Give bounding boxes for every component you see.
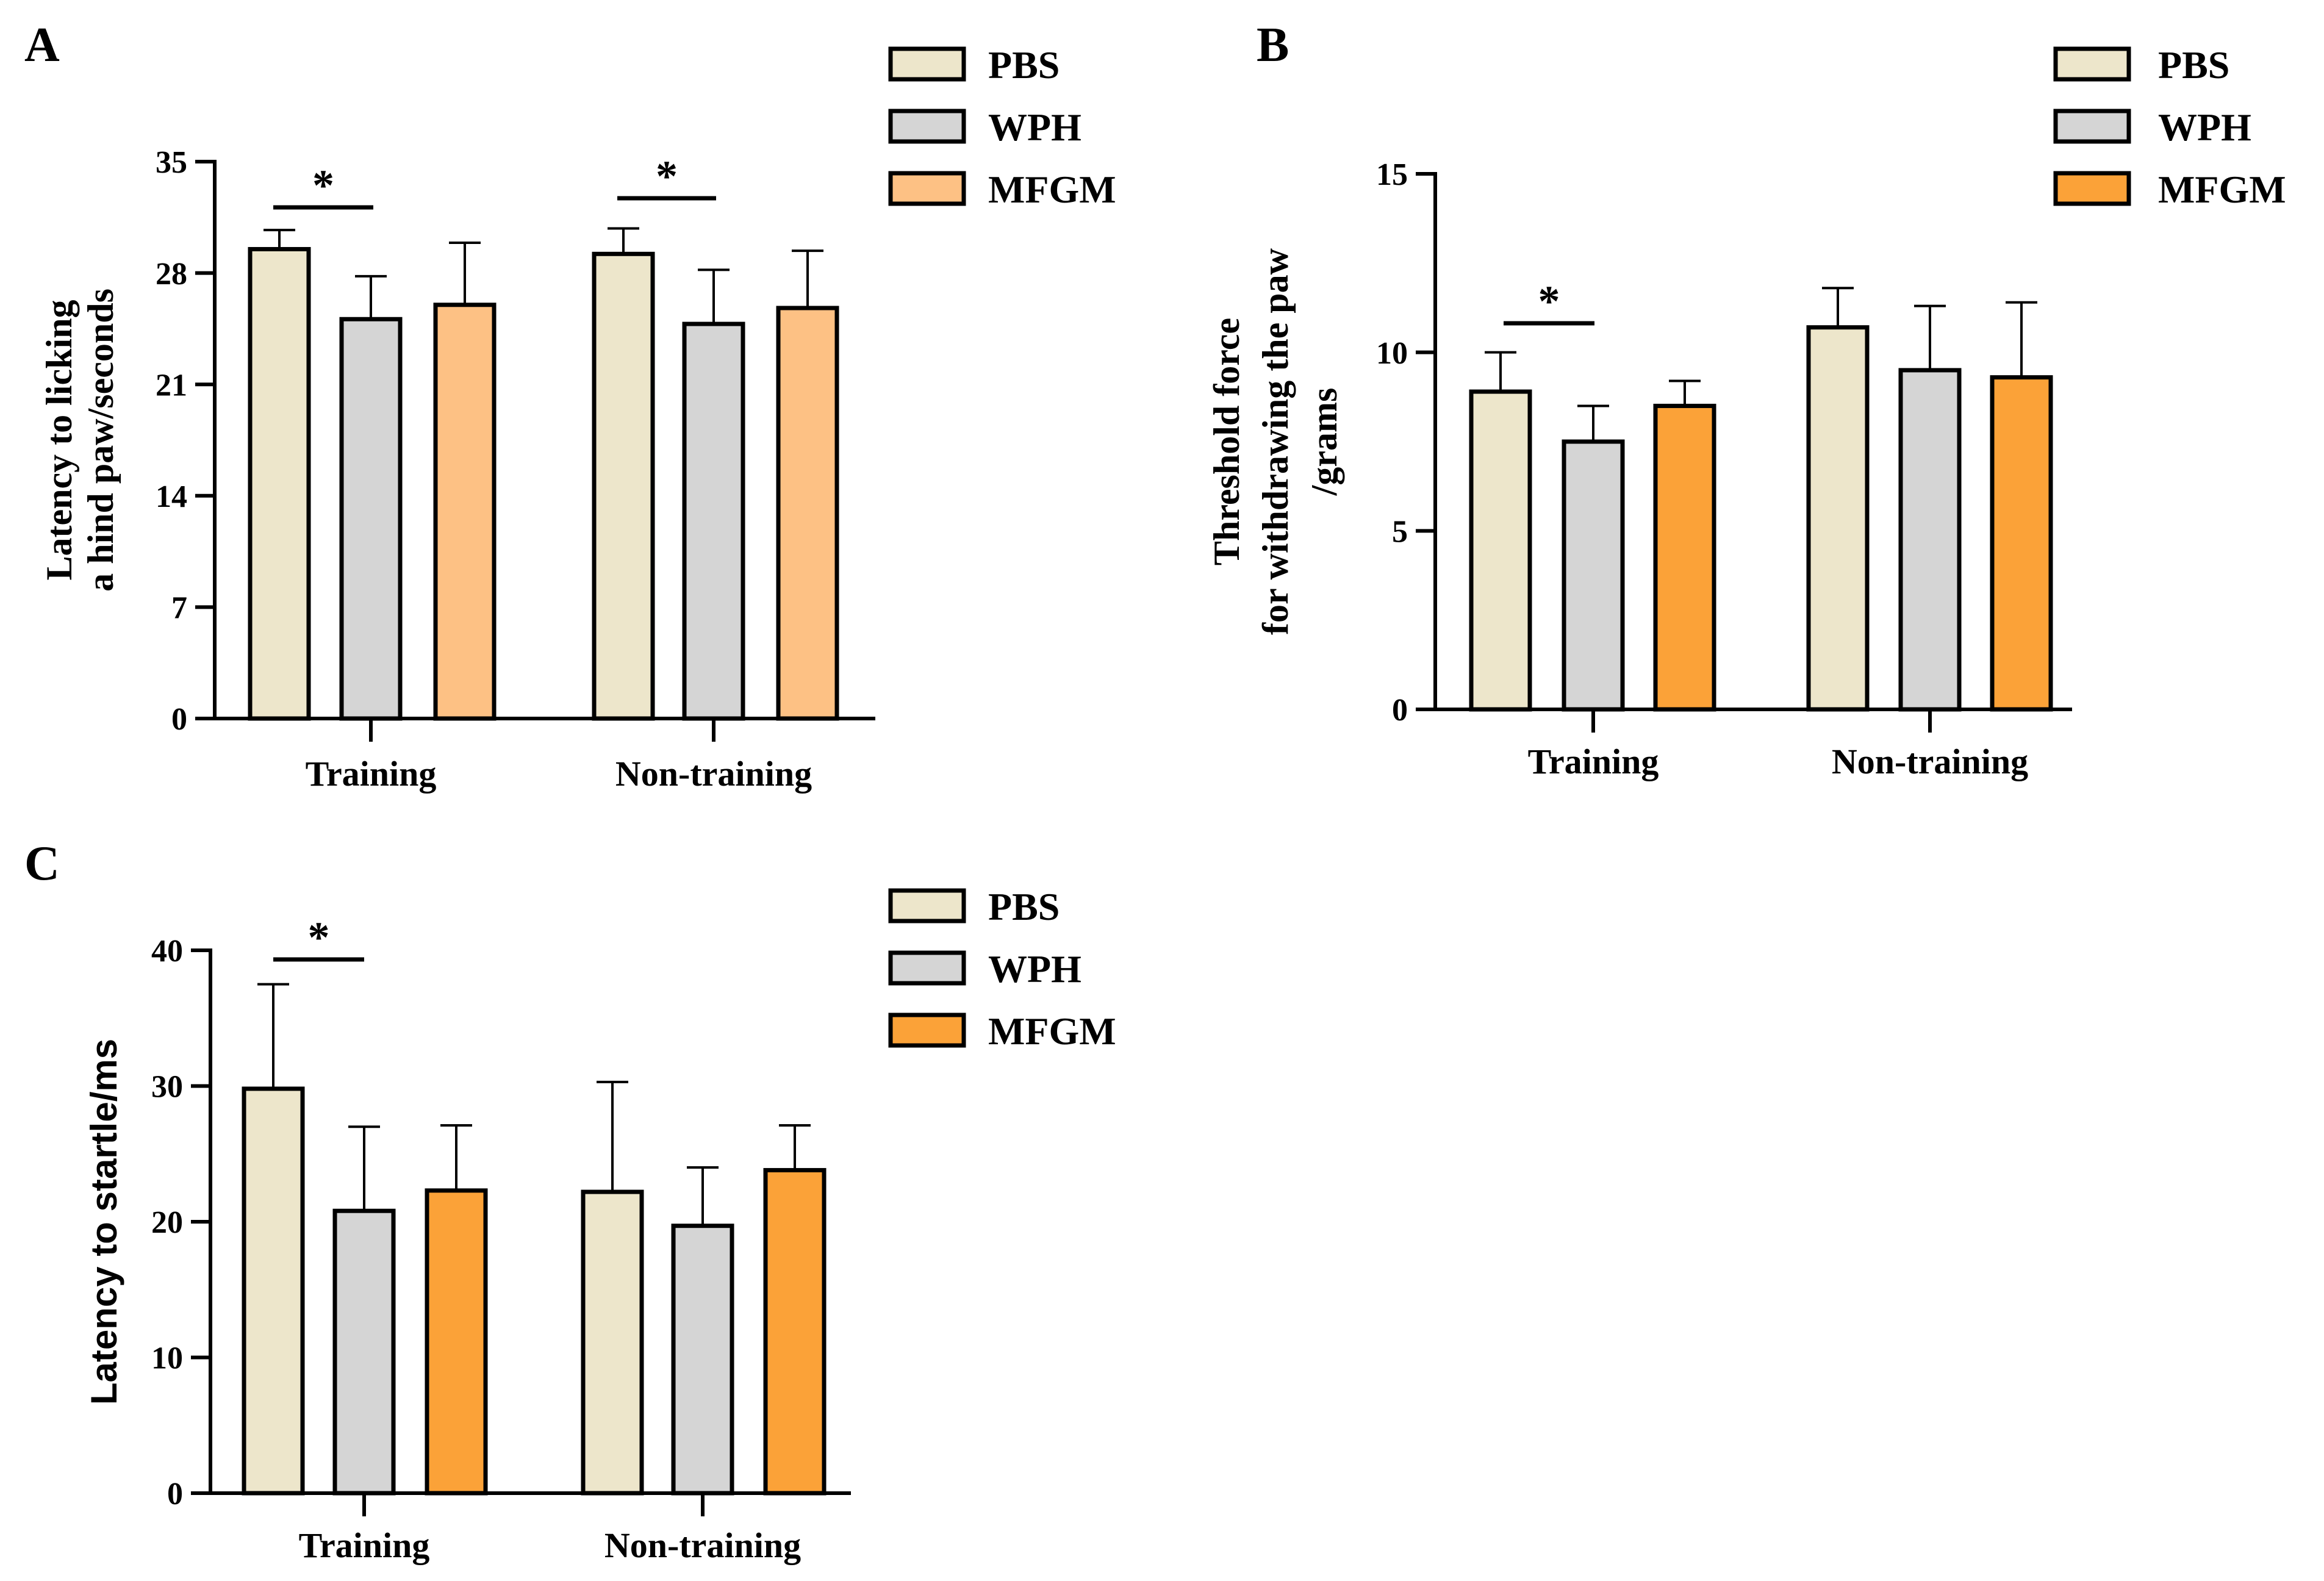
y-tick-label: 10 [1376,336,1408,371]
significance-star: * [312,161,334,210]
y-tick-label: 35 [156,145,187,180]
legend-label-wph: WPH [2158,106,2251,149]
y-tick-label: 0 [167,1477,183,1511]
legend-swatch-mfgm [888,1013,966,1048]
bar-mfgm-non-training [776,306,839,721]
bar-mfgm-non-training [763,1167,827,1496]
significance-star: * [1538,277,1560,326]
y-tick-label: 15 [1376,157,1408,192]
x-tick-label: Non-training [604,1525,801,1565]
significance-star: * [308,913,330,962]
legend: PBS WPH MFGM [2053,43,2286,211]
bar-mfgm-training [1653,403,1716,712]
y-tick-label: 30 [151,1070,183,1105]
legend-label-mfgm: MFGM [2158,168,2286,211]
bar-pbs-non-training [581,1189,644,1496]
y-tick-label: 5 [1392,515,1408,550]
legend-swatch-mfgm [2053,171,2131,206]
y-axis-label-line: Latency to startle/ms [84,1039,124,1405]
y-tick-label: 14 [156,479,187,514]
legend-label-mfgm: MFGM [988,168,1116,211]
y-axis-label-line: Threshold force [1207,318,1247,565]
y-axis-label: Latency to licking a hind paw/seconds [39,289,121,592]
y-tick-label: 21 [156,368,187,403]
legend-swatch-wph [2053,109,2131,144]
panel-label: B [1257,18,1289,72]
panel-a: A 0 7 14 21 28 35 Latency to licking a hind paw/… [24,18,1116,794]
legend-swatch-pbs [888,888,966,923]
bar-wph-non-training [671,1224,734,1496]
x-tick-label: Non-training [615,754,812,794]
y-axis-label-line: /grams [1304,388,1344,497]
bar-mfgm-training [433,303,497,721]
significance-star: * [656,152,678,201]
legend-swatch-wph [888,950,966,986]
x-tick-label: Training [306,754,437,794]
bar-mfgm-non-training [1990,375,2053,712]
bar-pbs-training [248,246,311,721]
y-tick-label: 28 [156,257,187,292]
legend-swatch-wph [888,109,966,144]
legend-swatch-pbs [2053,46,2131,82]
y-axis-label-line: Latency to licking [39,300,79,581]
legend-label-pbs: PBS [988,885,1060,928]
legend: PBS WPH MFGM [888,885,1116,1053]
y-tick-label: 0 [171,702,187,737]
legend-label-wph: WPH [988,947,1081,991]
bar-wph-non-training [682,321,745,721]
bar-pbs-training [242,1086,305,1496]
y-tick-label: 20 [151,1205,183,1240]
y-tick-label: 10 [151,1341,183,1376]
bar-pbs-training [1469,389,1532,712]
y-axis-label-line: a hind paw/seconds [81,289,121,592]
panel-b: B 0 5 10 15 Threshold force for withdrawing th… [1207,18,2286,781]
legend-label-pbs: PBS [2158,43,2229,87]
legend-swatch-mfgm [888,171,966,206]
legend-swatch-pbs [888,46,966,82]
panel-c: C 0 10 20 30 40 Latency to startle/ms Training N… [24,837,1116,1565]
bar-wph-training [1562,439,1625,712]
y-tick-label: 40 [151,934,183,969]
y-tick-label: 7 [171,591,187,626]
panel-label: C [24,837,60,891]
x-tick-label: Non-training [1832,742,2028,781]
bar-pbs-non-training [592,251,655,721]
y-tick-label: 0 [1392,693,1408,728]
y-axis-label-line: for withdrawing the paw [1255,248,1296,635]
bar-wph-training [339,317,403,721]
legend-label-mfgm: MFGM [988,1009,1116,1053]
x-tick-label: Training [1528,742,1659,781]
legend-label-pbs: PBS [988,43,1060,87]
legend: PBS WPH MFGM [888,43,1116,211]
y-axis-label: Threshold force for withdrawing the paw/g… [1207,248,1344,635]
bar-pbs-non-training [1806,325,1870,712]
y-axis-label: Latency to startle/ms [84,1039,124,1405]
bar-wph-training [332,1208,396,1496]
bar-wph-non-training [1898,368,1962,712]
panel-label: A [24,18,60,72]
x-tick-label: Training [299,1525,430,1565]
legend-label-wph: WPH [988,106,1081,149]
bar-mfgm-training [425,1188,488,1496]
